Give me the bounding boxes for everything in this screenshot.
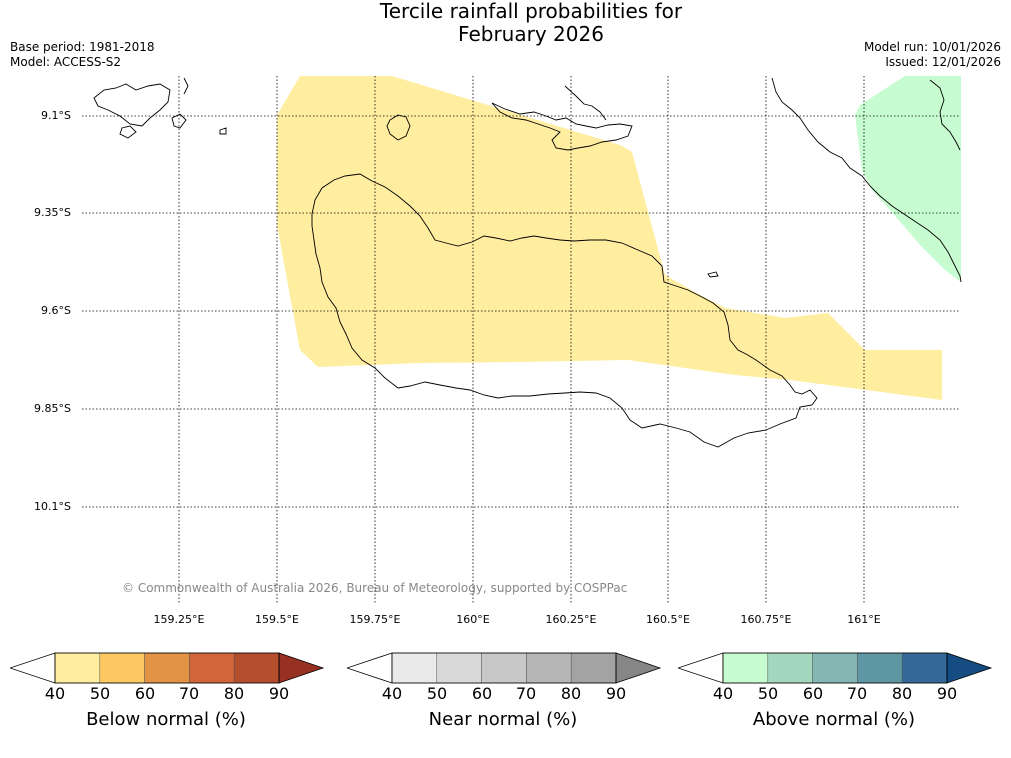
legend-near-tick-90: 90	[605, 684, 627, 703]
legend-above-title: Above normal (%)	[752, 709, 916, 730]
colorbar-below-band-0	[54, 652, 101, 684]
legend-above-tick-50: 50	[757, 684, 779, 703]
legend-below-title: Below normal (%)	[86, 709, 246, 730]
colorbar-above	[678, 652, 993, 684]
issued-date: Issued: 12/01/2026	[885, 55, 1001, 69]
colorbar-below-band-1	[99, 652, 145, 684]
colorbar-below-extend-high	[278, 652, 325, 684]
meta-left: Base period: 1981-2018 Model: ACCESS-S2	[10, 40, 155, 70]
colorbar-near-band-3	[526, 652, 572, 684]
graticule	[82, 76, 960, 604]
colorbar-above-band-4	[901, 652, 948, 684]
lat-label-5: 10.1°S	[34, 500, 71, 513]
lon-label-5: 160.25°E	[545, 613, 597, 626]
lat-label-4: 9.85°S	[34, 402, 71, 415]
colorbar-near-extend-low	[347, 652, 393, 684]
colorbar-near-band-2	[481, 652, 527, 684]
coastlines	[93, 77, 962, 448]
legend-below-tick-40: 40	[44, 684, 66, 703]
colorbar-below-border	[54, 652, 280, 684]
legend-above: 40 50 60 70 80 90 Above normal (%)	[678, 650, 998, 740]
lon-label-3: 159.75°E	[349, 613, 401, 626]
model-name: Model: ACCESS-S2	[10, 55, 122, 69]
map-title: Tercile rainfall probabilities for Febru…	[0, 0, 1011, 46]
legend-above-tick-60: 60	[802, 684, 824, 703]
colorbar-below	[10, 652, 325, 684]
colorbar-above-band-0	[722, 652, 769, 684]
coastline-islet	[707, 271, 719, 278]
title-line-1: Tercile rainfall probabilities for	[379, 0, 683, 23]
colorbar-below-extend-low	[10, 652, 56, 684]
colorbar-above-extend-low	[678, 652, 724, 684]
colorbar-near-band-1	[436, 652, 482, 684]
colorbar-above-band-3	[857, 652, 903, 684]
colorbar-near-border	[391, 652, 617, 684]
legend-near-tick-70: 70	[515, 684, 537, 703]
legend-near: 40 50 60 70 80 90 Near normal (%)	[347, 650, 667, 740]
colorbar-near-band-0	[391, 652, 438, 684]
colorbar-below-band-3	[189, 652, 235, 684]
legend-near-tick-80: 80	[560, 684, 582, 703]
lat-label-3: 9.6°S	[41, 304, 71, 317]
legend-near-tick-50: 50	[426, 684, 448, 703]
legend-above-tick-40: 40	[712, 684, 734, 703]
lon-label-1: 159.25°E	[153, 613, 205, 626]
legend-below-tick-60: 60	[134, 684, 156, 703]
base-period: Base period: 1981-2018	[10, 40, 155, 54]
legend-near-tick-40: 40	[381, 684, 403, 703]
legend-below-tick-80: 80	[223, 684, 245, 703]
above-normal-region	[855, 76, 961, 282]
legend-above-tick-70: 70	[846, 684, 868, 703]
coastline-savo	[386, 114, 411, 141]
colorbar-near-band-4	[570, 652, 617, 684]
colorbar-below-band-2	[144, 652, 190, 684]
legend-above-tick-80: 80	[891, 684, 913, 703]
legend-above-tick-90: 90	[936, 684, 958, 703]
legend-below: 40 50 60 70 80 90 Below normal (%)	[10, 650, 330, 740]
title-line-2: February 2026	[458, 22, 604, 46]
lon-label-4: 160°E	[456, 613, 490, 626]
coastline-russell-islands	[93, 77, 227, 139]
copyright-notice: © Commonwealth of Australia 2026, Bureau…	[122, 581, 628, 595]
below-normal-region	[277, 76, 942, 400]
colorbar-above-band-1	[767, 652, 813, 684]
legend-below-tick-90: 90	[268, 684, 290, 703]
lon-label-8: 161°E	[847, 613, 881, 626]
colorbar-near-extend-high	[615, 652, 662, 684]
meta-right: Model run: 10/01/2026 Issued: 12/01/2026	[864, 40, 1001, 70]
coastline-guadalcanal	[311, 173, 818, 448]
legend-near-tick-60: 60	[471, 684, 493, 703]
colorbar-above-border	[722, 652, 948, 684]
lon-label-2: 159.5°E	[255, 613, 299, 626]
coastline-malaita	[771, 77, 962, 283]
legend-below-tick-70: 70	[178, 684, 200, 703]
lon-label-6: 160.5°E	[646, 613, 690, 626]
lat-label-1: 9.1°S	[41, 109, 71, 122]
lat-label-2: 9.35°S	[34, 206, 71, 219]
map-canvas	[82, 76, 962, 604]
colorbar-above-extend-high	[946, 652, 993, 684]
colorbar-above-band-2	[812, 652, 858, 684]
model-run: Model run: 10/01/2026	[863, 40, 1001, 54]
lon-label-7: 160.75°E	[740, 613, 792, 626]
legend-below-tick-50: 50	[89, 684, 111, 703]
colorbar-below-band-4	[233, 652, 280, 684]
colorbar-near	[347, 652, 662, 684]
coastline-florida-islands	[491, 85, 633, 151]
legend-near-title: Near normal (%)	[428, 709, 578, 730]
coastline-malaita-north	[929, 79, 961, 151]
